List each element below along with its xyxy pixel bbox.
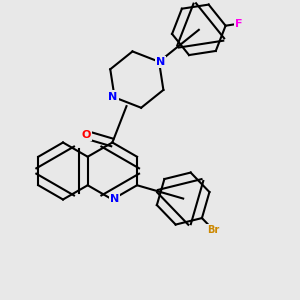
Text: N: N — [110, 194, 119, 204]
Text: F: F — [235, 19, 243, 29]
Text: N: N — [156, 57, 165, 67]
Text: Br: Br — [207, 225, 220, 235]
Text: O: O — [82, 130, 91, 140]
Text: N: N — [109, 92, 118, 101]
